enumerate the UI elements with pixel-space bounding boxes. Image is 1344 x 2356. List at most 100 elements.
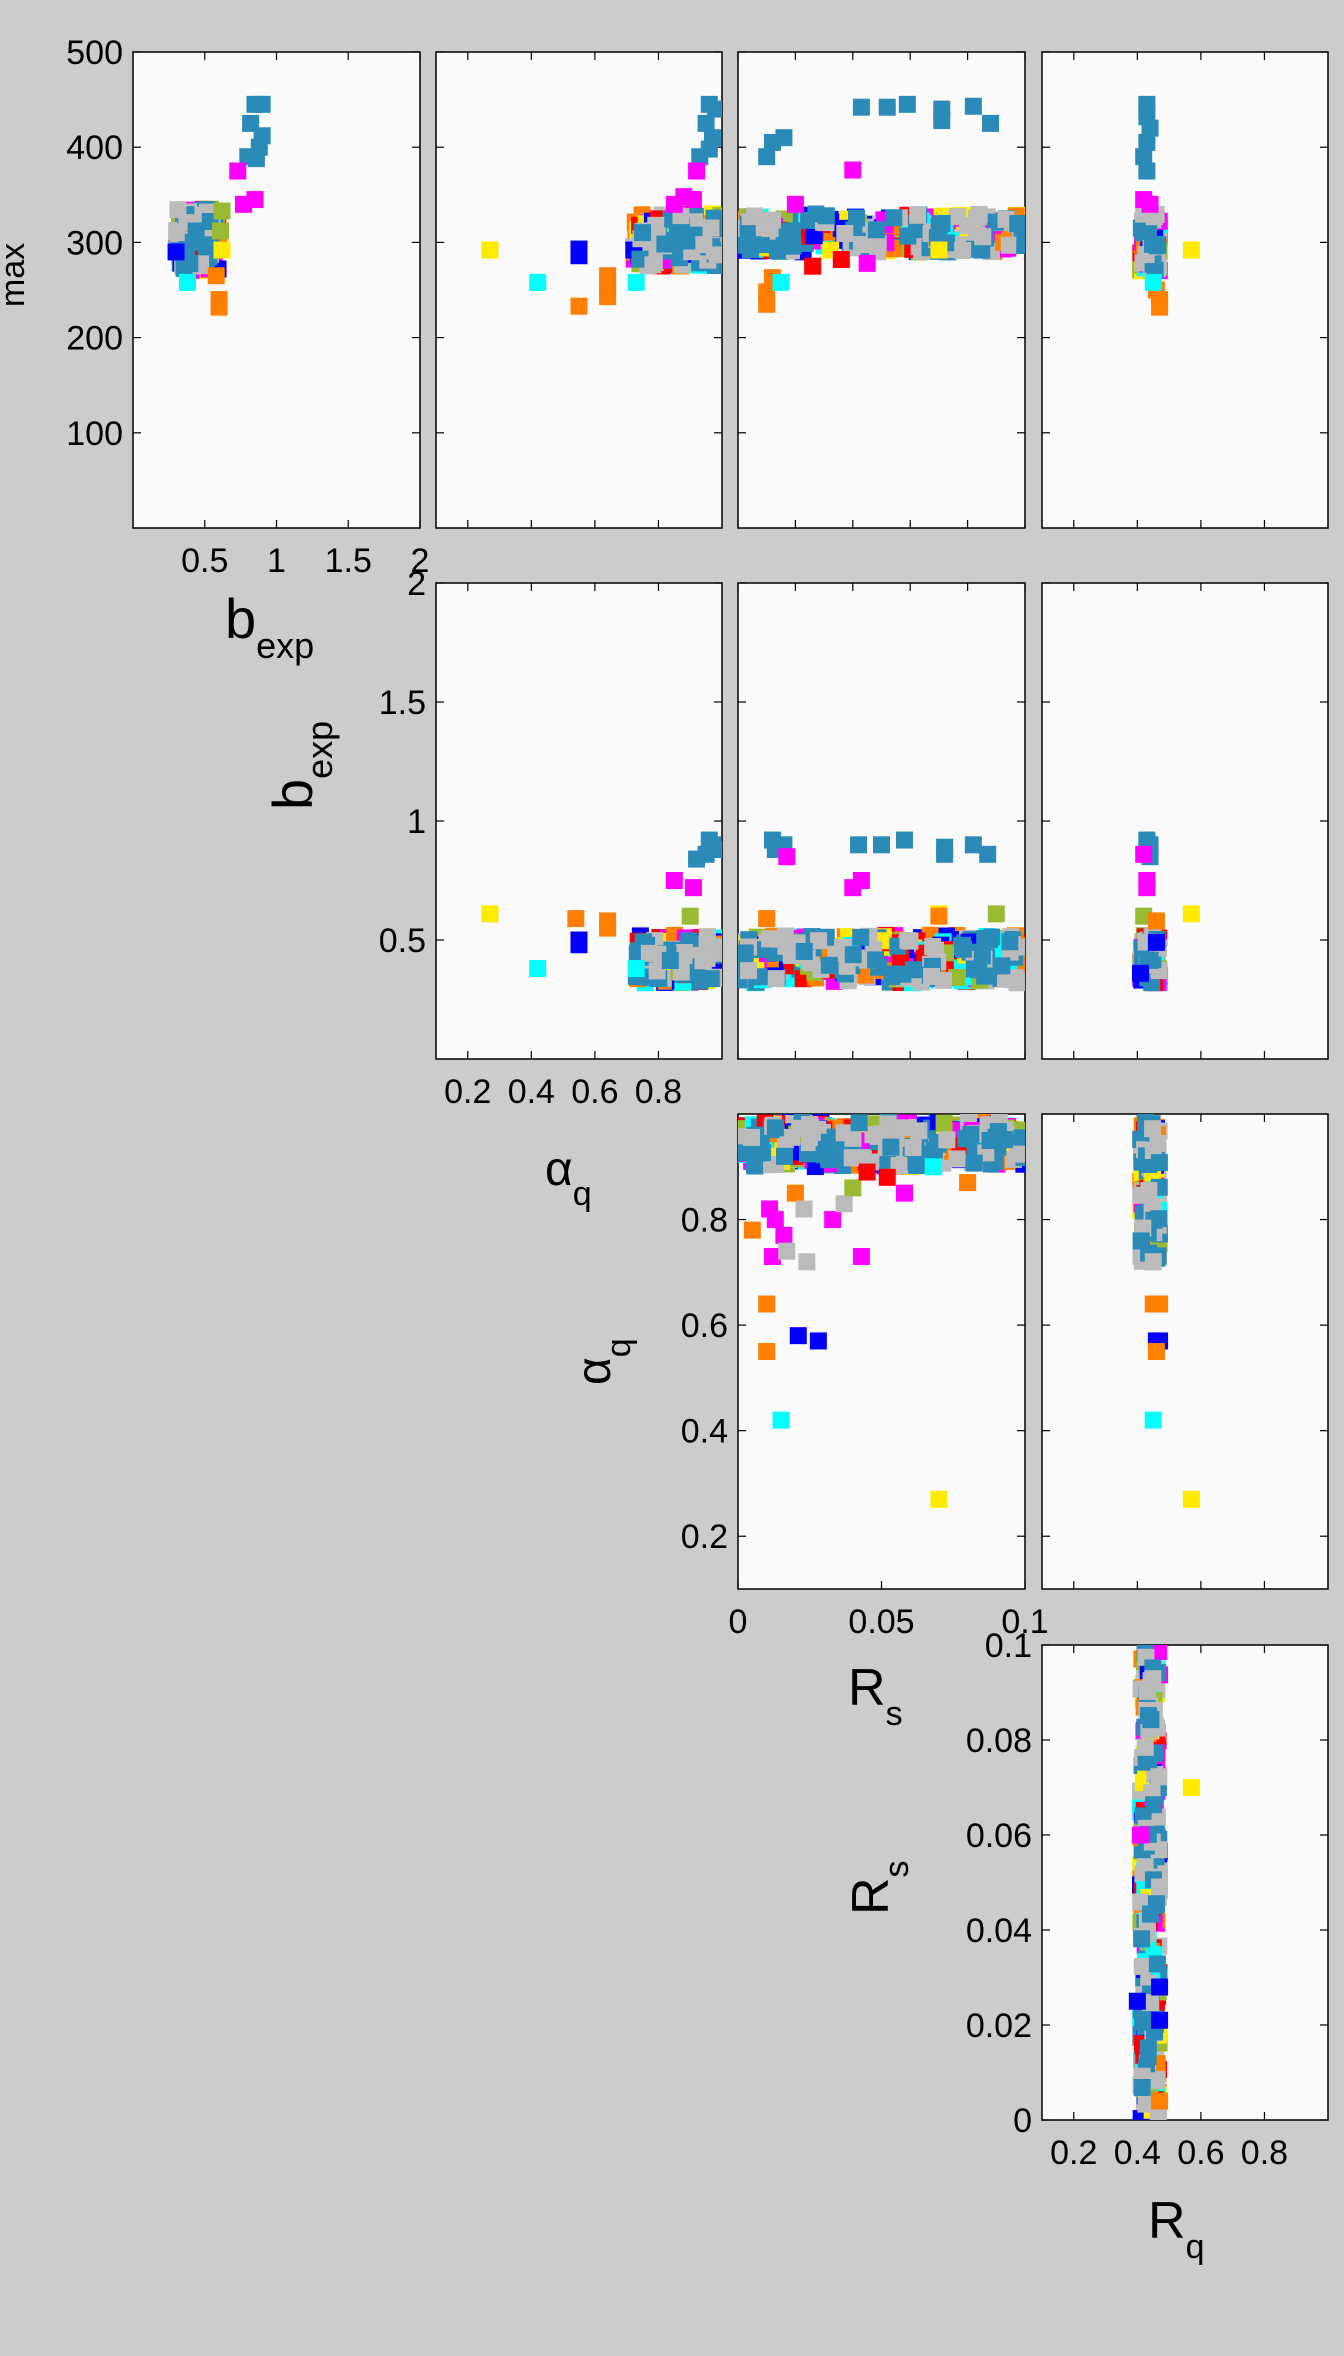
data-point [948, 1150, 966, 1168]
data-point [1148, 1955, 1166, 1973]
y-tick-label: 0.02 [966, 2007, 1032, 2045]
data-point [181, 255, 199, 273]
data-point [187, 222, 205, 240]
data-point [965, 1154, 983, 1172]
data-point [775, 1226, 793, 1244]
data-point [850, 836, 868, 854]
data-point [1138, 1683, 1156, 1701]
ylabel-alphaq: αq [568, 1338, 638, 1385]
data-point [878, 98, 896, 116]
data-point [1145, 1796, 1163, 1814]
panel-frame [1041, 582, 1329, 1060]
panel-frame [435, 51, 723, 529]
data-point [702, 219, 720, 237]
data-point [1132, 1826, 1150, 1844]
panel-frame [1041, 1113, 1329, 1590]
points-Rq-vs-Rs [1128, 1645, 1200, 2120]
data-point [993, 957, 1011, 975]
data-point [749, 1144, 767, 1162]
data-point [743, 1221, 761, 1239]
panel-Rq-vs-Rs: 0.2 0.4 0.6 0.8 0 0.02 0.04 0.06 0.08 0.1 [966, 1627, 1329, 2172]
data-point [681, 232, 699, 250]
data-point [786, 1184, 804, 1202]
data-point [836, 224, 854, 242]
xlabel-bexp: bexp [225, 587, 314, 666]
panel-frame [737, 1113, 1026, 1590]
data-point [1134, 2013, 1152, 2031]
data-point [1135, 845, 1153, 863]
points-Rs-vs-bexp [738, 831, 1025, 992]
data-point [656, 235, 674, 253]
data-point [805, 227, 823, 245]
data-point [885, 209, 903, 227]
data-point [738, 971, 748, 989]
data-point [1132, 964, 1150, 982]
data-point [634, 224, 652, 242]
points-Rq-vs-bexp [1132, 831, 1200, 992]
data-point [974, 228, 992, 246]
data-point [570, 936, 588, 954]
x-tick-label: 0.1 [1001, 1603, 1048, 1641]
data-point [1182, 905, 1200, 923]
data-point [853, 236, 871, 254]
data-point [987, 905, 1005, 923]
data-point [738, 1144, 754, 1162]
points-Rs-vs-max [738, 95, 1025, 313]
x-tick-label: 0.2 [1050, 2134, 1097, 2172]
data-point [930, 1490, 948, 1508]
data-point [964, 836, 982, 854]
data-point [599, 919, 617, 937]
data-point [982, 114, 1000, 132]
data-point [853, 1149, 871, 1167]
data-point [1134, 1219, 1152, 1237]
data-point [758, 1295, 776, 1313]
data-point [768, 242, 786, 260]
data-point [246, 191, 264, 209]
data-point [684, 879, 702, 897]
xlabel-Rs: Rs [848, 1659, 903, 1733]
data-point [761, 930, 779, 948]
data-point [210, 298, 228, 316]
data-point [930, 907, 948, 925]
data-point [795, 1200, 813, 1218]
data-point [761, 1200, 779, 1218]
y-tick-label: 0.5 [379, 922, 426, 960]
data-point [824, 1211, 842, 1229]
y-tick-label: 0.4 [681, 1413, 728, 1451]
data-point [798, 1253, 816, 1271]
data-point [901, 932, 919, 950]
data-point [1144, 273, 1162, 291]
data-point [570, 247, 588, 265]
data-point [1140, 1182, 1158, 1200]
data-point [924, 938, 942, 956]
data-point [844, 946, 862, 964]
y-tick-label: 2 [407, 565, 426, 603]
panel-frame [132, 51, 421, 529]
panel-frame [1041, 51, 1329, 529]
data-point [867, 951, 885, 969]
data-point [1144, 235, 1162, 253]
data-point [761, 220, 779, 238]
x-tick-label: 1.5 [325, 542, 372, 580]
data-point [904, 1139, 922, 1157]
data-point [212, 222, 230, 240]
x-tick-label: 2 [411, 542, 430, 580]
ylabel-bexp: bexp [261, 721, 340, 810]
data-point [627, 960, 645, 978]
data-point [169, 201, 187, 219]
data-point [697, 114, 715, 132]
y-tick-label: 1.5 [379, 684, 426, 722]
data-point [815, 1146, 833, 1164]
y-tick-label: 500 [66, 34, 123, 72]
data-point [688, 162, 706, 180]
x-tick-label: 0.05 [848, 1603, 914, 1641]
data-point [1151, 298, 1169, 316]
data-point [776, 1147, 794, 1165]
data-point [1135, 148, 1153, 166]
ylabel-Rs: Rs [842, 1860, 916, 1915]
data-point [810, 932, 828, 950]
data-point [1147, 1895, 1165, 1913]
panel-alphaq-vs-bexp: 0.2 0.4 0.6 0.8 0.5 1 1.5 2 [379, 565, 723, 1111]
data-point [786, 195, 804, 213]
data-point [835, 1195, 853, 1213]
